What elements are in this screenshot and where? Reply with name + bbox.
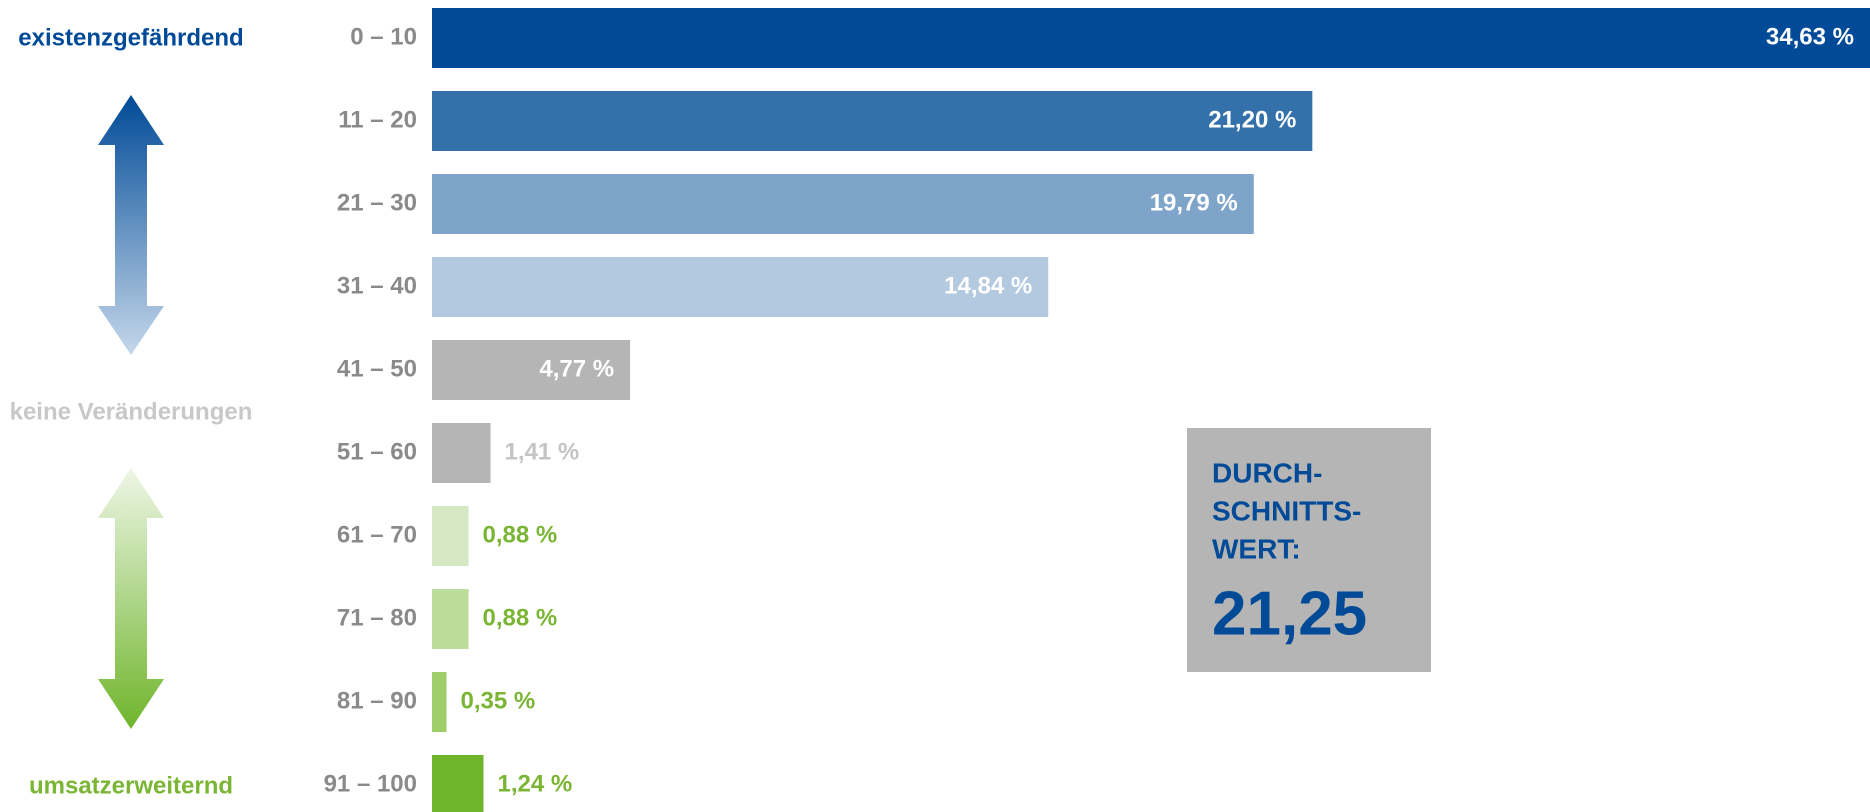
side-label: keine Veränderungen (10, 398, 253, 425)
category-label: 41 – 50 (337, 355, 417, 382)
average-box (1187, 428, 1431, 672)
value-label: 19,79 % (1150, 189, 1238, 216)
value-label: 14,84 % (944, 272, 1032, 299)
bar (432, 91, 1313, 151)
category-label: 21 – 30 (337, 189, 417, 216)
average-text: DURCH- SCHNITTS- WERT: 21,25 (1212, 457, 1367, 648)
bar (432, 506, 469, 566)
side-label: umsatzerweiternd (29, 772, 233, 799)
bar (432, 174, 1254, 234)
arrow-down (98, 468, 164, 729)
category-label: 91 – 100 (324, 770, 417, 797)
value-label: 1,41 % (505, 438, 580, 465)
bar (432, 589, 469, 649)
value-label: 0,88 % (483, 521, 558, 548)
value-label: 0,88 % (483, 604, 558, 631)
category-label: 11 – 20 (338, 106, 417, 133)
category-label: 81 – 90 (337, 687, 417, 714)
arrow-up (98, 95, 164, 355)
value-label: 34,63 % (1766, 23, 1854, 50)
average-label: DURCH- (1212, 457, 1322, 488)
bar (432, 423, 491, 483)
average-value: 21,25 (1212, 579, 1367, 648)
bar (432, 340, 631, 400)
value-label: 1,24 % (497, 770, 572, 797)
bar (432, 672, 447, 732)
average-label: SCHNITTS- (1212, 495, 1361, 526)
value-label: 21,20 % (1208, 106, 1296, 133)
category-label: 31 – 40 (337, 272, 417, 299)
category-label: 0 – 10 (350, 23, 417, 50)
side-label: existenzgefährdend (18, 24, 243, 51)
value-label: 0,35 % (461, 687, 536, 714)
category-label: 51 – 60 (337, 438, 417, 465)
category-label: 71 – 80 (337, 604, 417, 631)
bar (432, 8, 1870, 68)
bar (432, 257, 1049, 317)
category-label: 61 – 70 (337, 521, 417, 548)
average-label: WERT: (1212, 533, 1301, 564)
value-label: 4,77 % (539, 355, 614, 382)
bar (432, 755, 484, 812)
